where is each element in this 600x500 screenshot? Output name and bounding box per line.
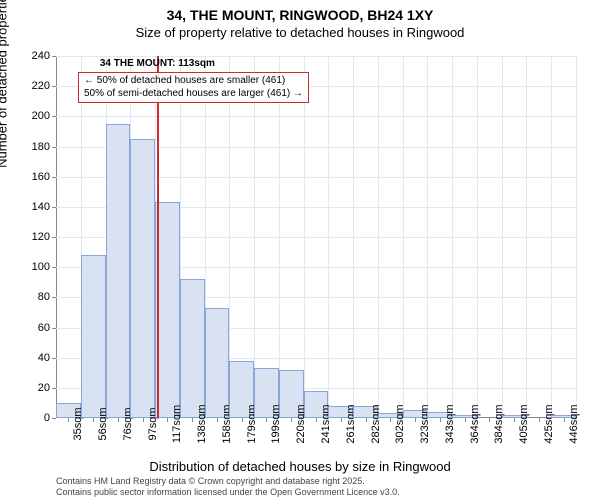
y-tick-mark (52, 177, 56, 178)
y-tick-label: 200 (20, 110, 50, 122)
y-tick-mark (52, 86, 56, 87)
x-tick-label: 425sqm (543, 404, 555, 443)
y-tick-mark (52, 388, 56, 389)
x-tick-label: 323sqm (419, 404, 431, 443)
x-axis-label: Distribution of detached houses by size … (0, 459, 600, 474)
y-tick-label: 180 (20, 141, 50, 153)
gridline-vertical (403, 56, 404, 418)
gridline-vertical (254, 56, 255, 418)
y-axis-label: Number of detached properties (0, 0, 10, 168)
y-tick-mark (52, 267, 56, 268)
reference-marker-label: 34 THE MOUNT: 113sqm (100, 58, 215, 69)
gridline-vertical (551, 56, 552, 418)
chart-subtitle: Size of property relative to detached ho… (0, 25, 600, 40)
y-tick-label: 100 (20, 261, 50, 273)
x-tick-mark (539, 418, 540, 422)
annotation-box: ← 50% of detached houses are smaller (46… (78, 72, 309, 103)
histogram-bar (81, 255, 106, 418)
annotation-line-1: ← 50% of detached houses are smaller (46… (84, 75, 303, 88)
gridline-vertical (576, 56, 577, 418)
y-tick-mark (52, 116, 56, 117)
y-tick-label: 120 (20, 231, 50, 243)
x-tick-mark (266, 418, 267, 422)
y-tick-mark (52, 56, 56, 57)
x-tick-mark (118, 418, 119, 422)
y-tick-label: 20 (20, 382, 50, 394)
gridline-vertical (304, 56, 305, 418)
x-tick-mark (217, 418, 218, 422)
footer-line-2: Contains public sector information licen… (56, 487, 400, 498)
footer-line-1: Contains HM Land Registry data © Crown c… (56, 476, 400, 487)
y-tick-label: 240 (20, 50, 50, 62)
y-tick-mark (52, 297, 56, 298)
x-tick-mark (564, 418, 565, 422)
histogram-bar (106, 124, 131, 418)
x-tick-mark (514, 418, 515, 422)
y-tick-mark (52, 418, 56, 419)
y-tick-label: 0 (20, 412, 50, 424)
x-tick-mark (291, 418, 292, 422)
x-tick-mark (341, 418, 342, 422)
y-tick-label: 40 (20, 352, 50, 364)
y-tick-mark (52, 328, 56, 329)
x-tick-label: 405sqm (518, 404, 530, 443)
chart-title: 34, THE MOUNT, RINGWOOD, BH24 1XY (0, 0, 600, 24)
gridline-vertical (328, 56, 329, 418)
chart-container: 34, THE MOUNT, RINGWOOD, BH24 1XY Size o… (0, 0, 600, 500)
histogram-bar (205, 308, 230, 418)
y-tick-mark (52, 207, 56, 208)
gridline-vertical (477, 56, 478, 418)
gridline-vertical (427, 56, 428, 418)
x-tick-label: 282sqm (370, 404, 382, 443)
gridline-vertical (452, 56, 453, 418)
x-tick-mark (192, 418, 193, 422)
x-tick-label: 364sqm (469, 404, 481, 443)
y-tick-mark (52, 147, 56, 148)
annotation-line-2: 50% of semi-detached houses are larger (… (84, 88, 303, 101)
y-tick-label: 220 (20, 80, 50, 92)
x-tick-label: 384sqm (493, 404, 505, 443)
gridline-vertical (279, 56, 280, 418)
x-tick-mark (415, 418, 416, 422)
x-tick-label: 343sqm (444, 404, 456, 443)
y-tick-label: 140 (20, 201, 50, 213)
gridline-vertical (378, 56, 379, 418)
x-tick-mark (167, 418, 168, 422)
plot-area: 02040608010012014016018020022024035sqm56… (56, 56, 576, 418)
gridline-vertical (526, 56, 527, 418)
gridline-vertical (502, 56, 503, 418)
x-tick-label: 446sqm (568, 404, 580, 443)
gridline-horizontal (56, 56, 576, 57)
x-tick-mark (316, 418, 317, 422)
y-tick-mark (52, 237, 56, 238)
y-tick-mark (52, 358, 56, 359)
reference-marker-line (157, 56, 159, 418)
y-tick-label: 60 (20, 322, 50, 334)
x-tick-mark (93, 418, 94, 422)
x-tick-mark (242, 418, 243, 422)
footer-attribution: Contains HM Land Registry data © Crown c… (56, 476, 400, 498)
x-tick-mark (143, 418, 144, 422)
gridline-vertical (353, 56, 354, 418)
x-tick-mark (390, 418, 391, 422)
histogram-bar (130, 139, 155, 418)
x-tick-mark (68, 418, 69, 422)
y-tick-label: 80 (20, 291, 50, 303)
y-tick-label: 160 (20, 171, 50, 183)
x-tick-mark (440, 418, 441, 422)
x-tick-mark (465, 418, 466, 422)
histogram-bar (180, 279, 205, 418)
x-tick-mark (489, 418, 490, 422)
gridline-horizontal (56, 116, 576, 117)
x-tick-mark (366, 418, 367, 422)
